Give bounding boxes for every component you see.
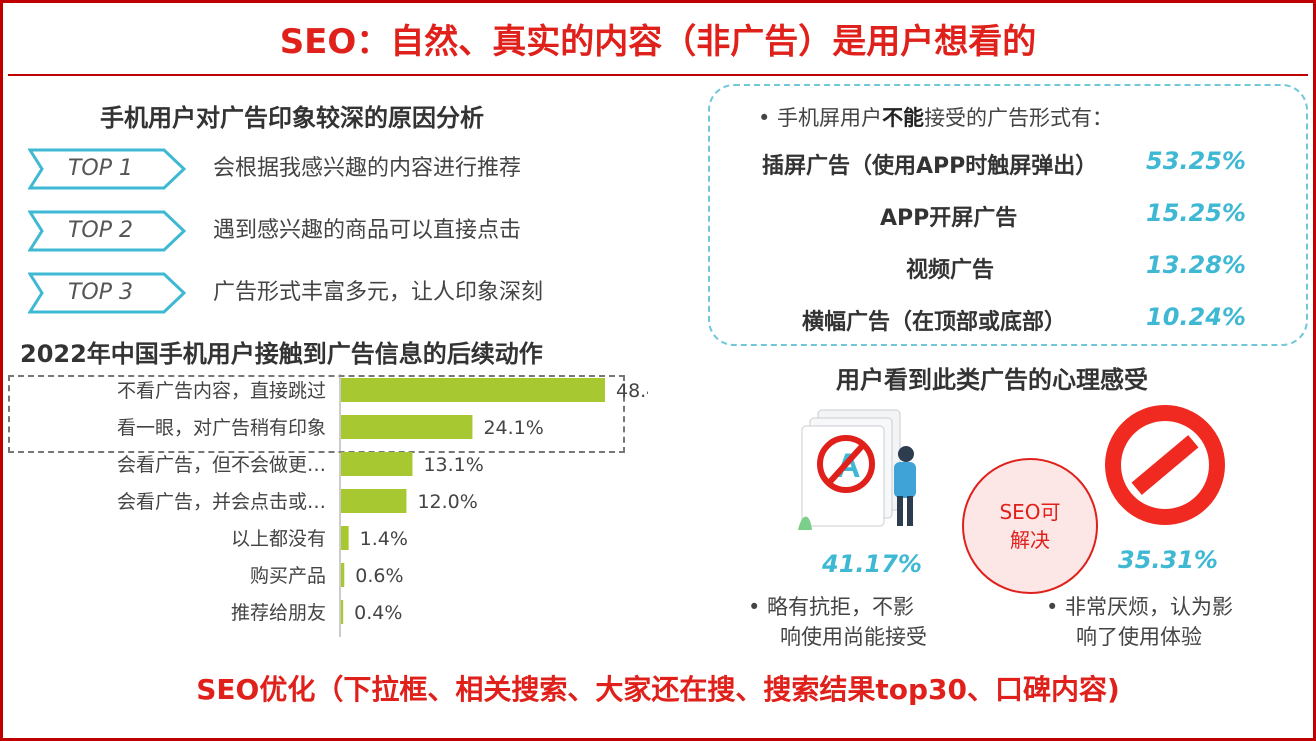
data-label: 0.4% [354, 602, 402, 624]
bar [341, 415, 473, 439]
feeling-right-percent: 35.31% [1118, 546, 1218, 574]
feeling-left-line2: 响使用尚能接受 [780, 625, 927, 649]
category-label: 会看广告，但不会做更… [117, 454, 326, 476]
tag-arrow-shape [28, 210, 187, 252]
feeling-right-text: • 非常厌烦，认为影 响了使用体验 [1046, 592, 1233, 652]
ad-form-percent: 53.25% [1146, 147, 1246, 175]
highlight-dashed-box [8, 375, 625, 453]
top-description: 会根据我感兴趣的内容进行推荐 [213, 156, 522, 181]
top-tag: TOP 2 [67, 218, 133, 243]
category-label: 不看广告内容，直接跳过 [117, 380, 326, 402]
tag-arrow-shape [28, 272, 187, 314]
data-label: 48.4% [616, 380, 648, 402]
feeling-right-line1: • 非常厌烦，认为影 [1046, 595, 1234, 619]
category-label: 会看广告，并会点击或… [117, 491, 326, 513]
title-divider [8, 74, 1308, 76]
category-label: 以上都没有 [231, 528, 326, 550]
category-label: 推荐给朋友 [231, 602, 326, 624]
top-item-2: TOP 2 遇到感兴趣的商品可以直接点击 [28, 208, 628, 254]
top-description: 遇到感兴趣的商品可以直接点击 [213, 218, 522, 243]
chart-title: 2022年中国手机用户接触到广告信息的后续动作 [20, 340, 543, 368]
bar [341, 452, 413, 476]
category-label: 看一眼，对广告稍有印象 [117, 417, 326, 439]
top-tag: TOP 1 [67, 156, 133, 181]
ad-form-name: 插屏广告（使用APP时触屏弹出） [762, 154, 1098, 179]
bar [341, 563, 345, 587]
bar [341, 526, 349, 550]
top-item-3: TOP 3 广告形式丰富多元，让人印象深刻 [28, 270, 628, 316]
feeling-heading: 用户看到此类广告的心理感受 [836, 366, 1148, 394]
ad-form-percent: 10.24% [1146, 303, 1246, 331]
impression-heading: 手机用户对广告印象较深的原因分析 [100, 104, 484, 132]
data-label: 12.0% [417, 491, 477, 513]
bar-chart: 不看广告内容，直接跳过 48.4% 看一眼，对广告稍有印象 24.1% 会看广告，但不会… [117, 374, 648, 637]
data-label: 0.6% [355, 565, 403, 587]
data-label: 24.1% [483, 417, 543, 439]
seo-badge-line2: 解决 [1010, 528, 1050, 552]
ad-form-percent: 13.28% [1146, 251, 1246, 279]
ad-form-name: APP开屏广告 [880, 206, 1018, 231]
bar [341, 378, 605, 402]
prohibited-icon [1105, 405, 1225, 525]
top-item-1: TOP 1 会根据我感兴趣的内容进行推荐 [28, 146, 628, 192]
top-tag: TOP 3 [67, 280, 133, 305]
ad-forms-intro: • 手机屏用户不能接受的广告形式有： [758, 106, 1114, 130]
seo-badge-line1: SEO可 [999, 500, 1061, 524]
slide-title: SEO：自然、真实的内容（非广告）是用户想看的 [279, 22, 1037, 62]
tag-arrow-shape [28, 148, 187, 190]
feeling-left-text: • 略有抗拒，不影 响使用尚能接受 [748, 592, 927, 652]
ad-forms-panel [708, 84, 1308, 346]
data-label: 1.4% [360, 528, 408, 550]
bar [341, 600, 344, 624]
data-label: 13.1% [423, 454, 483, 476]
feeling-left-line1: • 略有抗拒，不影 [748, 595, 915, 619]
bar [341, 489, 407, 513]
ad-form-name: 视频广告 [906, 258, 995, 283]
ad-form-percent: 15.25% [1146, 199, 1246, 227]
top-description: 广告形式丰富多元，让人印象深刻 [213, 280, 544, 305]
no-ads-illustration-icon: A [798, 409, 916, 530]
feeling-right-line2: 响了使用体验 [1076, 625, 1202, 649]
feeling-left-percent: 41.17% [822, 550, 922, 578]
seo-solution-badge: SEO可 解决 [962, 458, 1098, 594]
category-label: 购买产品 [250, 565, 326, 587]
footer-text: SEO优化（下拉框、相关搜索、大家还在搜、搜索结果top30、口碑内容) [196, 673, 1120, 706]
ad-form-name: 横幅广告（在顶部或底部） [802, 310, 1067, 335]
